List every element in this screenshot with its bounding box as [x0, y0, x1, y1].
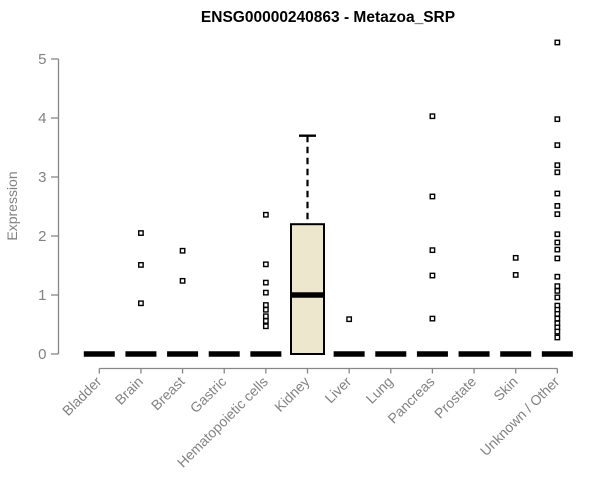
x-category-label: Liver — [321, 373, 354, 406]
outlier-point — [554, 231, 561, 238]
outlier-point — [262, 306, 269, 313]
x-category-label: Skin — [490, 373, 521, 404]
outlier-point — [554, 190, 561, 197]
outlier-point — [554, 287, 561, 294]
x-category-label: Breast — [148, 373, 188, 413]
outlier-point — [512, 272, 519, 278]
x-category-label: Kidney — [271, 373, 313, 415]
outlier-point — [554, 116, 561, 123]
zero-median-bar — [458, 351, 490, 357]
zero-median-bar — [375, 351, 407, 357]
outlier-point — [138, 230, 144, 236]
outlier-point — [554, 142, 561, 149]
y-tick-label: 1 — [38, 287, 46, 304]
y-tick-label: 4 — [38, 110, 46, 127]
outlier-point — [262, 323, 269, 330]
outlier-point — [429, 113, 436, 120]
outlier-point — [262, 211, 269, 218]
outlier-point — [554, 211, 561, 218]
outlier-point — [138, 262, 144, 268]
outlier-point — [554, 310, 561, 317]
zero-median-bar — [416, 351, 448, 357]
outlier-point — [554, 328, 561, 335]
outlier-point — [512, 254, 519, 261]
zero-median-bar — [167, 351, 199, 357]
y-tick-label: 0 — [38, 346, 46, 363]
outlier-point — [554, 203, 561, 209]
outlier-point — [554, 255, 561, 262]
outlier-point — [179, 247, 186, 254]
outlier-point — [554, 315, 561, 322]
zero-median-bar — [250, 351, 282, 357]
outlier-point — [346, 316, 353, 323]
outlier-point — [554, 334, 561, 341]
outlier-point — [429, 193, 436, 200]
outlier-point — [554, 283, 561, 290]
outlier-point — [554, 273, 561, 280]
outlier-point — [429, 272, 436, 279]
zero-median-bar — [208, 351, 240, 357]
y-tick-label: 3 — [38, 169, 46, 186]
outlier-point — [554, 246, 561, 253]
outlier-point — [554, 169, 561, 176]
x-category-label: Lung — [363, 373, 396, 406]
box-body — [290, 223, 325, 355]
outlier-point — [429, 247, 436, 254]
outlier-point — [262, 261, 269, 268]
chart-title: ENSG00000240863 - Metazoa_SRP — [201, 9, 455, 26]
y-tick-label: 2 — [38, 228, 46, 245]
outlier-point — [262, 289, 269, 296]
x-category-label: Brain — [112, 373, 146, 407]
zero-median-bar — [125, 351, 157, 357]
outlier-point — [179, 277, 186, 284]
y-tick-label: 5 — [38, 51, 46, 68]
outlier-point — [262, 313, 269, 320]
zero-median-bar — [500, 351, 532, 357]
zero-median-bar — [83, 351, 115, 357]
outlier-point — [554, 162, 561, 169]
x-category-label: Bladder — [59, 373, 105, 419]
outlier-point — [554, 239, 561, 246]
x-category-label: Unknown / Other — [477, 373, 563, 459]
outlier-point — [262, 302, 269, 308]
zero-median-bar — [333, 351, 365, 357]
y-axis-title: Expression — [4, 171, 20, 240]
x-category-label: Prostate — [431, 373, 479, 421]
outlier-point — [138, 300, 144, 307]
outlier-point — [554, 39, 561, 46]
outlier-point — [262, 279, 269, 286]
outlier-point — [554, 294, 561, 301]
outlier-point — [429, 315, 436, 322]
zero-median-bar — [541, 351, 573, 357]
outlier-point — [262, 318, 269, 324]
